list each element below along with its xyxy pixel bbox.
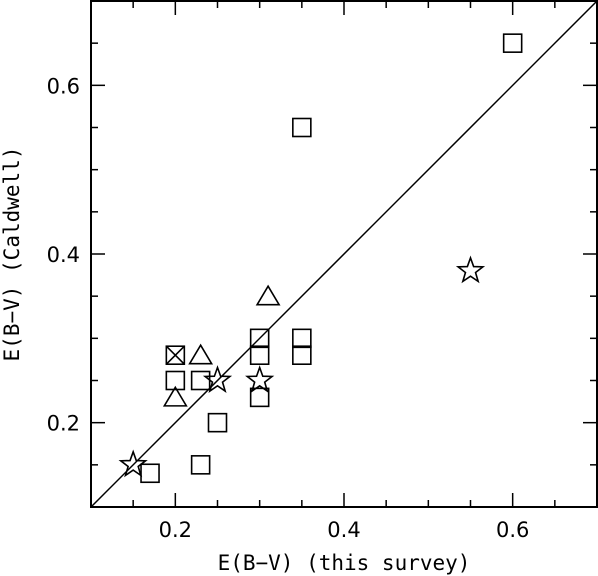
star-marker [455,255,486,284]
square-outline [249,345,270,366]
star-marker [202,365,233,393]
x-axis-title: E(B−V) (this survey) [218,551,471,575]
square-marker [292,328,312,349]
square-marker [249,387,270,408]
square-outline [165,345,186,366]
y-tick-label: 0.6 [47,74,80,98]
square-marker [502,33,523,53]
square-marker [249,345,270,366]
square-marker [140,463,160,484]
square-marker [190,455,211,475]
square-marker [190,370,211,391]
square-outline [165,370,186,391]
triangle-marker [188,343,214,365]
one-to-one-line [90,0,598,508]
x-tick-label: 0.6 [496,518,529,542]
star-marker [245,365,275,393]
triangle-marker [255,284,281,306]
square-marker [292,117,312,138]
square-outline [190,455,211,475]
square-outline [140,463,160,484]
star-marker [118,449,148,478]
square-outline [249,387,270,408]
crossed-square-marker [165,345,186,366]
square-outline [249,328,270,349]
triangle-marker [162,385,188,407]
square-marker [292,345,312,366]
y-tick-label: 0.2 [47,412,80,436]
square-marker [249,328,270,349]
square-outline [502,33,523,53]
square-outline [292,345,312,366]
cross-line [165,345,185,365]
square-marker [207,412,228,433]
plot-layer: 0.2 0.4 0.6 0.2 0.4 0.6 [47,0,598,542]
y-tick-label: 0.4 [47,243,80,267]
square-outline [207,412,228,433]
square-outline [292,328,312,349]
y-axis-title: E(B−V) (Caldwell) [0,147,24,362]
x-tick-label: 0.2 [159,518,192,542]
square-outline [292,117,312,138]
square-marker [165,370,186,391]
square-outline [190,370,211,391]
x-tick-label: 0.4 [327,518,360,542]
plot-frame [90,0,598,508]
